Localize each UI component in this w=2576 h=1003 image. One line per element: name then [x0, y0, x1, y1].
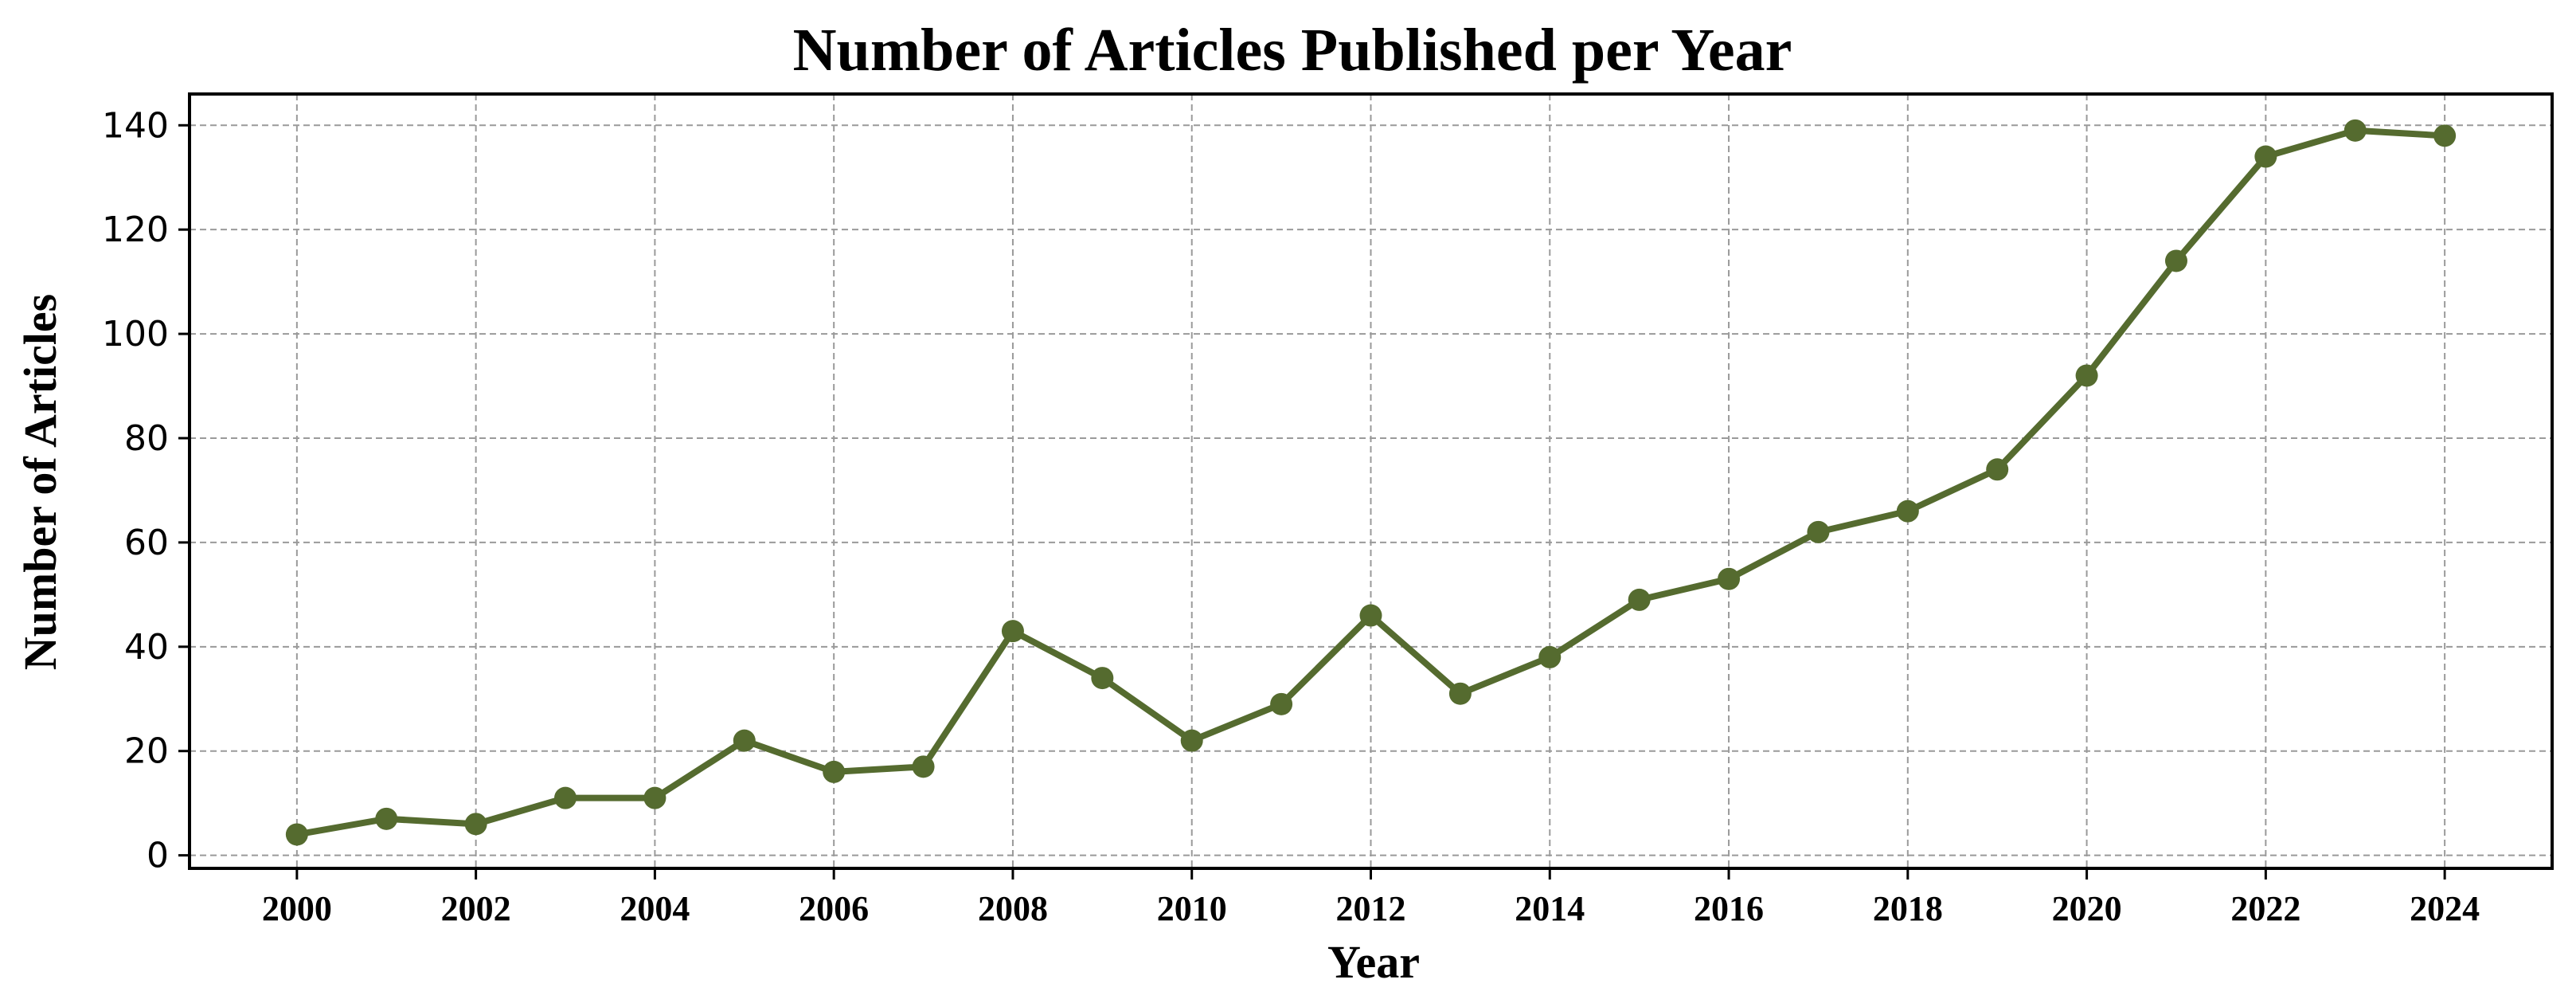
y-axis-label: Number of Articles: [14, 294, 66, 671]
x-tick-label: 2008: [978, 889, 1048, 928]
data-point-2022: [2254, 145, 2277, 168]
data-series: [285, 119, 2457, 846]
y-tick-label: 40: [124, 627, 169, 668]
data-point-2010: [1180, 729, 1203, 752]
data-point-2019: [1986, 458, 2009, 481]
data-point-2000: [285, 823, 308, 846]
x-axis-label: Year: [1327, 936, 1420, 988]
data-point-2012: [1359, 604, 1382, 627]
data-point-2021: [2164, 249, 2187, 272]
data-point-2016: [1718, 567, 1741, 590]
y-tick-label: 60: [124, 523, 169, 563]
data-point-2014: [1538, 645, 1562, 668]
data-point-2011: [1270, 692, 1293, 715]
data-point-2017: [1807, 520, 1830, 543]
x-tick-label: 2000: [262, 889, 332, 928]
y-axis-ticks: 0 20 40 60 80 100 120 140: [102, 105, 190, 876]
x-tick-label: 2006: [799, 889, 869, 928]
chart-title: Number of Articles Published per Year: [793, 17, 1792, 84]
y-tick-label: 0: [147, 836, 169, 876]
grid: [190, 94, 2552, 868]
x-tick-label: 2022: [2230, 889, 2300, 928]
x-tick-label: 2016: [1694, 889, 1764, 928]
y-tick-label: 120: [102, 210, 169, 250]
x-tick-label: 2020: [2052, 889, 2122, 928]
x-tick-label: 2024: [2410, 889, 2480, 928]
data-point-2002: [464, 813, 487, 836]
data-point-2020: [2075, 364, 2098, 387]
data-point-2024: [2433, 124, 2457, 147]
x-tick-label: 2010: [1157, 889, 1227, 928]
data-point-2004: [643, 786, 666, 809]
data-point-2007: [912, 755, 935, 778]
x-tick-label: 2012: [1336, 889, 1406, 928]
x-tick-label: 2014: [1515, 889, 1585, 928]
x-tick-label: 2004: [620, 889, 690, 928]
data-point-2009: [1091, 667, 1114, 690]
data-point-2018: [1896, 500, 1919, 523]
y-tick-label: 20: [124, 731, 169, 772]
data-point-2006: [823, 760, 846, 783]
data-point-2008: [1001, 620, 1024, 643]
y-tick-label: 100: [102, 314, 169, 355]
data-point-2001: [375, 807, 398, 830]
y-tick-label: 140: [102, 105, 169, 146]
data-point-2015: [1628, 588, 1651, 611]
x-axis-ticks: 2000 2002 2004 2006 2008 2010 2012 2014 2016 2018…: [262, 868, 2480, 928]
y-tick-label: 80: [124, 418, 169, 459]
data-point-2013: [1448, 682, 1472, 705]
data-point-2003: [554, 786, 577, 809]
x-tick-label: 2018: [1873, 889, 1943, 928]
data-point-2023: [2343, 119, 2367, 142]
x-tick-label: 2002: [441, 889, 511, 928]
plot-frame: [188, 92, 2554, 870]
data-point-2005: [733, 729, 756, 752]
